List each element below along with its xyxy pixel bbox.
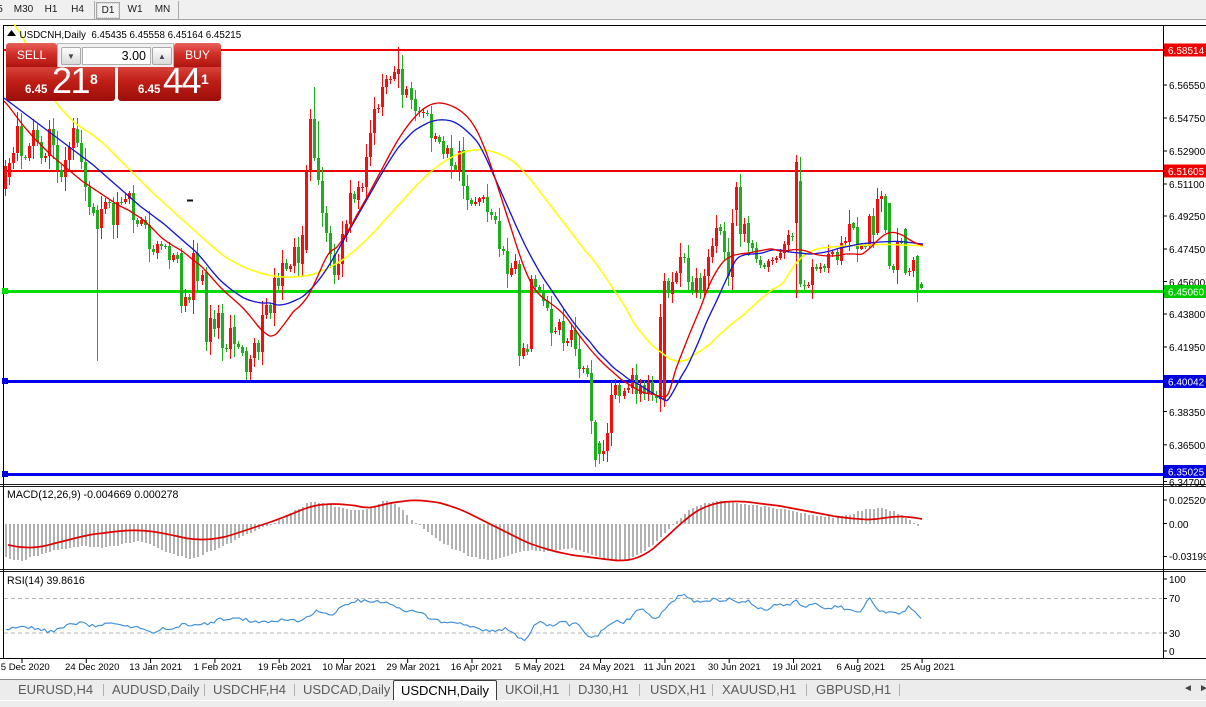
svg-text:13 Jan 2021: 13 Jan 2021 xyxy=(129,662,182,673)
svg-text:6.51605: 6.51605 xyxy=(1168,167,1205,178)
svg-text:6.36500: 6.36500 xyxy=(1169,441,1206,452)
svg-text:6.49250: 6.49250 xyxy=(1169,212,1206,223)
svg-text:5 Dec 2020: 5 Dec 2020 xyxy=(1,662,50,673)
svg-text:6.52900: 6.52900 xyxy=(1169,147,1206,158)
svg-text:6.41950: 6.41950 xyxy=(1169,343,1206,354)
svg-text:1 Feb 2021: 1 Feb 2021 xyxy=(194,662,243,673)
svg-text:19 Jul 2021: 19 Jul 2021 xyxy=(772,662,822,673)
svg-text:6.45060: 6.45060 xyxy=(1168,288,1205,299)
svg-text:6.35025: 6.35025 xyxy=(1168,468,1205,479)
svg-text:0.00: 0.00 xyxy=(1169,520,1189,531)
svg-text:16 Apr 2021: 16 Apr 2021 xyxy=(451,662,503,673)
svg-text:19 Feb 2021: 19 Feb 2021 xyxy=(258,662,312,673)
svg-text:MACD(12,26,9) -0.004669 0.0002: MACD(12,26,9) -0.004669 0.000278 xyxy=(7,489,178,501)
svg-text:0.025209: 0.025209 xyxy=(1169,496,1206,507)
svg-text:100: 100 xyxy=(1169,575,1186,586)
svg-text:6.34700: 6.34700 xyxy=(1169,478,1206,489)
svg-text:5 May 2021: 5 May 2021 xyxy=(515,662,565,673)
svg-text:6.40042: 6.40042 xyxy=(1168,378,1205,389)
svg-text:6.45600: 6.45600 xyxy=(1169,278,1206,289)
svg-text:30 Jun 2021: 30 Jun 2021 xyxy=(708,662,761,673)
svg-text:24 Dec 2020: 24 Dec 2020 xyxy=(65,662,119,673)
svg-text:0: 0 xyxy=(1169,647,1175,658)
svg-text:29 Mar 2021: 29 Mar 2021 xyxy=(386,662,440,673)
svg-text:30: 30 xyxy=(1169,629,1181,640)
svg-text:6.43800: 6.43800 xyxy=(1169,310,1206,321)
svg-text:70: 70 xyxy=(1169,594,1181,605)
svg-text:-0.031996: -0.031996 xyxy=(1169,552,1206,563)
svg-text:USDCNH,Daily 6.45435 6.45558: USDCNH,Daily 6.45435 6.45558 6.45164 6.4… xyxy=(20,30,242,41)
svg-text:6.58514: 6.58514 xyxy=(1168,46,1205,57)
svg-text:24 May 2021: 24 May 2021 xyxy=(579,662,634,673)
svg-text:25 Aug 2021: 25 Aug 2021 xyxy=(901,662,955,673)
svg-text:6.38350: 6.38350 xyxy=(1169,408,1206,419)
svg-text:6.56550: 6.56550 xyxy=(1169,81,1206,92)
svg-text:6 Aug 2021: 6 Aug 2021 xyxy=(837,662,886,673)
svg-text:RSI(14) 39.8616: RSI(14) 39.8616 xyxy=(7,575,85,587)
svg-text:6.51100: 6.51100 xyxy=(1169,180,1205,191)
svg-text:10 Mar 2021: 10 Mar 2021 xyxy=(322,662,376,673)
svg-text:6.47450: 6.47450 xyxy=(1169,245,1206,256)
svg-text:6.54750: 6.54750 xyxy=(1169,114,1206,125)
svg-text:11 Jun 2021: 11 Jun 2021 xyxy=(644,662,696,673)
